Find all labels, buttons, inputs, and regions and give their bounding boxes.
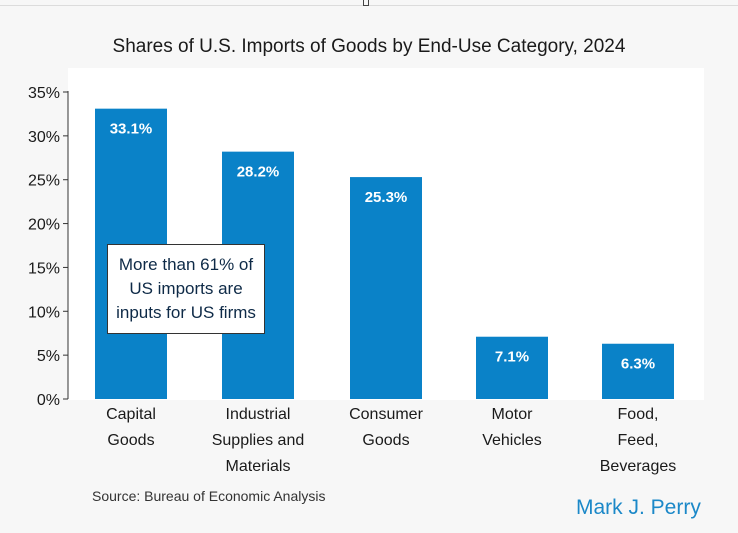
y-tick-label: 25% [28, 173, 60, 190]
bar [602, 343, 674, 399]
bar [350, 177, 422, 399]
y-tick-label: 5% [37, 348, 60, 365]
author-credit: Mark J. Perry [576, 496, 701, 519]
bar-data-label: 6.3% [621, 356, 655, 373]
y-tick-label: 35% [28, 85, 60, 102]
source-note: Source: Bureau of Economic Analysis [92, 488, 326, 504]
y-axis: 0% 5% 10% 15% 20% 25% 30% 35% [28, 85, 69, 409]
x-tick-label: Food, Feed, Beverages [599, 406, 677, 475]
y-tick-label: 20% [28, 217, 60, 234]
x-tick-label: Consumer Goods [349, 406, 423, 449]
chart-title: Shares of U.S. Imports of Goods by End-U… [112, 36, 626, 57]
bar-labels-group: 33.1% 28.2% 25.3% 7.1% 6.3% [110, 121, 655, 373]
top-border [0, 0, 738, 6]
x-tick-label: Motor Vehicles [482, 406, 542, 449]
x-tick-label: Capital Goods [106, 406, 156, 449]
bar-data-label: 25.3% [365, 189, 408, 206]
bar-data-label: 28.2% [237, 164, 280, 181]
y-tick-label: 15% [28, 260, 60, 277]
y-tick-label: 0% [37, 392, 60, 409]
bar-data-label: 33.1% [110, 121, 153, 138]
x-tick-label: Industrial Supplies and Materials [211, 406, 305, 475]
annotation-box: More than 61% of US imports are inputs f… [107, 244, 265, 334]
y-tick-label: 10% [28, 304, 60, 321]
bar [476, 336, 548, 399]
y-tick-label: 30% [28, 129, 60, 146]
window-marker-icon [363, 0, 369, 6]
bar-data-label: 7.1% [495, 349, 529, 366]
